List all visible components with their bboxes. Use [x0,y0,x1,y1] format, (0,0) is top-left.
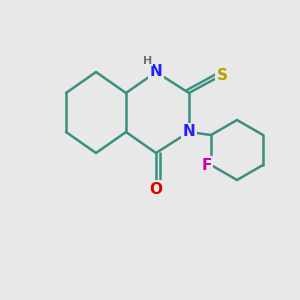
Text: H: H [143,56,152,66]
Text: F: F [201,158,212,172]
Text: S: S [217,68,227,82]
Text: O: O [149,182,163,196]
Text: N: N [183,124,195,140]
Text: N: N [150,64,162,80]
